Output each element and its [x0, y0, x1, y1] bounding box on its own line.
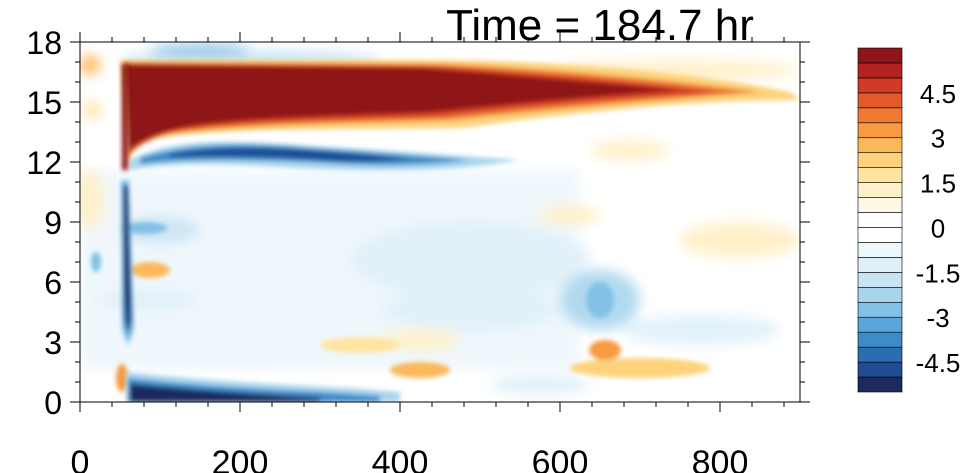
colorbar-box	[857, 92, 903, 109]
x-tick-label: 200	[212, 444, 269, 473]
colorbar-label: 3	[931, 124, 945, 154]
colorbar-label: 1.5	[920, 169, 956, 199]
colorbar-box	[857, 62, 903, 79]
colorbar-label: 0	[931, 213, 945, 243]
colorbar-box	[857, 227, 903, 243]
colorbar-box	[857, 152, 903, 168]
negative-band-upper	[130, 141, 520, 171]
colorbar-labels: -4.5 -3 -1.5 0 1.5 3 4.5	[916, 79, 961, 378]
colorbar-box	[857, 376, 903, 393]
positive-band-upper	[120, 60, 800, 164]
x-tick-label: 600	[532, 444, 589, 473]
y-axis-ticks: 0 3 6 9 12 15 18	[26, 25, 810, 421]
colorbar-box	[857, 47, 903, 64]
colorbar-label: -4.5	[916, 348, 961, 378]
x-tick-label: 0	[71, 444, 90, 473]
y-tick-label: 15	[26, 85, 62, 121]
colorbar: -4.5 -3 -1.5 0 1.5 3 4.5	[857, 47, 961, 393]
colorbar-box	[857, 107, 903, 124]
x-axis-ticks: 0 200 400 600 800	[71, 32, 785, 473]
colorbar-box	[857, 272, 903, 288]
colorbar-boxes	[857, 47, 903, 393]
x-tick-label: 400	[372, 444, 429, 473]
x-tick-label: 800	[692, 444, 749, 473]
colorbar-label: -1.5	[916, 258, 961, 288]
colorbar-box	[857, 122, 903, 139]
colorbar-box	[857, 242, 903, 258]
colorbar-box	[857, 257, 903, 273]
y-tick-label: 12	[26, 145, 62, 181]
colorbar-box	[857, 77, 903, 94]
colorbar-box	[857, 346, 903, 363]
vertical-negative-streak	[121, 64, 134, 345]
negative-band-lower	[126, 372, 400, 402]
colorbar-box	[857, 316, 903, 333]
y-tick-label: 6	[44, 265, 62, 301]
y-tick-label: 3	[44, 325, 62, 361]
y-tick-label: 9	[44, 205, 62, 241]
chart-title: Time = 184.7 hr	[446, 1, 754, 50]
colorbar-box	[857, 361, 903, 378]
colorbar-box	[857, 167, 903, 183]
colorbar-box	[857, 197, 903, 213]
colorbar-label: -3	[926, 303, 949, 333]
axes: 0 200 400 600 800 0 3 6 9 12 15 18	[26, 25, 810, 473]
medium-features	[91, 222, 710, 392]
y-tick-label: 18	[26, 25, 62, 61]
colorbar-box	[857, 301, 903, 318]
colorbar-box	[857, 212, 903, 228]
colorbar-box	[857, 287, 903, 303]
colorbar-label: 4.5	[920, 79, 956, 109]
y-tick-label: 0	[44, 385, 62, 421]
colorbar-box	[857, 137, 903, 153]
heatmap-area	[80, 42, 800, 402]
colorbar-box	[857, 331, 903, 348]
colorbar-box	[857, 182, 903, 198]
